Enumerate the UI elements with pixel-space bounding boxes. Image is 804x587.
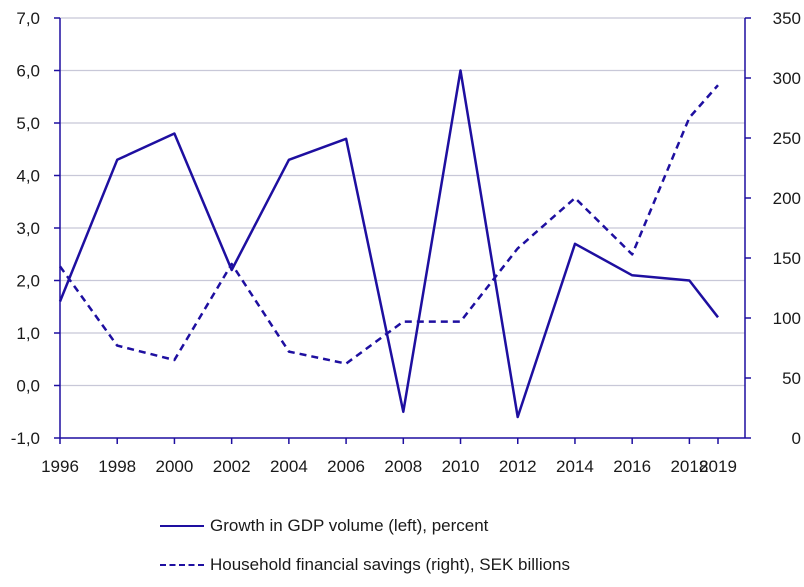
y-right-tick-label: 150 [773, 249, 801, 268]
savings-point [459, 320, 461, 322]
y-right-tick-label: 100 [773, 309, 801, 328]
y-right-tick-label: 50 [782, 369, 801, 388]
y-left-tick-label: 4,0 [16, 167, 40, 186]
gdp-point [288, 159, 290, 161]
x-tick-label: 1996 [41, 457, 79, 476]
y-left-tick-label: 5,0 [16, 114, 40, 133]
legend-item-gdp: Growth in GDP volume (left), percent [160, 516, 488, 536]
gdp-point [717, 316, 719, 318]
y-right-tick-label: 350 [773, 9, 801, 28]
legend-dashed-line-swatch [160, 564, 204, 566]
y-left-tick-label: 7,0 [16, 9, 40, 28]
x-tick-label: 2004 [270, 457, 308, 476]
y-right-tick-label: 0 [792, 429, 801, 448]
savings-point [59, 265, 61, 267]
gdp-point [230, 269, 232, 271]
x-tick-label: 2018 [670, 457, 708, 476]
x-tick-label: 2000 [156, 457, 194, 476]
y-left-tick-label: 2,0 [16, 272, 40, 291]
savings-point [402, 320, 404, 322]
lines-layer [58, 69, 719, 419]
x-tick-label: 1998 [98, 457, 136, 476]
savings-point [230, 263, 232, 265]
gdp-point [517, 416, 519, 418]
y-right-tick-label: 300 [773, 69, 801, 88]
gdp-point [688, 279, 690, 281]
legend-label-gdp: Growth in GDP volume (left), percent [210, 516, 489, 535]
x-tick-label: 2010 [442, 457, 480, 476]
savings-point [517, 247, 519, 249]
legend-item-savings: Household financial savings (right), SEK… [160, 555, 570, 575]
y-left-tick-label: 6,0 [16, 62, 40, 81]
ticks-layer: -1,0 0,0 1,0 2,0 3,0 4,0 5,0 6,0 7,0 0 50 100 150 200… [11, 9, 801, 476]
savings-point [631, 253, 633, 255]
x-tick-label: 2012 [499, 457, 537, 476]
y-right-tick-label: 250 [773, 129, 801, 148]
gdp-point [631, 274, 633, 276]
savings-point [345, 362, 347, 364]
gdp-point [345, 138, 347, 140]
y-left-tick-label: 0,0 [16, 377, 40, 396]
gdp-point [402, 411, 404, 413]
savings-point [173, 359, 175, 361]
axes-layer [54, 17, 751, 444]
x-tick-label: 2008 [384, 457, 422, 476]
y-left-tick-label: 3,0 [16, 219, 40, 238]
series-line-household-savings [58, 84, 719, 365]
y-left-tick-label: -1,0 [11, 429, 40, 448]
series-line-gdp-growth [58, 69, 719, 419]
savings-point [574, 197, 576, 199]
legend-solid-line-swatch [160, 525, 204, 527]
savings-point [116, 344, 118, 346]
x-tick-label: 2002 [213, 457, 251, 476]
y-right-tick-label: 200 [773, 189, 801, 208]
gdp-point [59, 300, 61, 302]
savings-point [688, 116, 690, 118]
y-left-tick-label: 1,0 [16, 324, 40, 343]
gdp-point [116, 159, 118, 161]
x-tick-label: 2016 [613, 457, 651, 476]
x-tick-label: 2019 [699, 457, 737, 476]
legend-label-savings: Household financial savings (right), SEK… [210, 555, 571, 574]
gdp-point [459, 69, 461, 71]
grid-layer [60, 17, 745, 387]
x-tick-label: 2014 [556, 457, 594, 476]
gdp-point [173, 132, 175, 134]
gdp-point [574, 243, 576, 245]
savings-point [288, 350, 290, 352]
savings-point [717, 84, 719, 86]
x-tick-label: 2006 [327, 457, 365, 476]
